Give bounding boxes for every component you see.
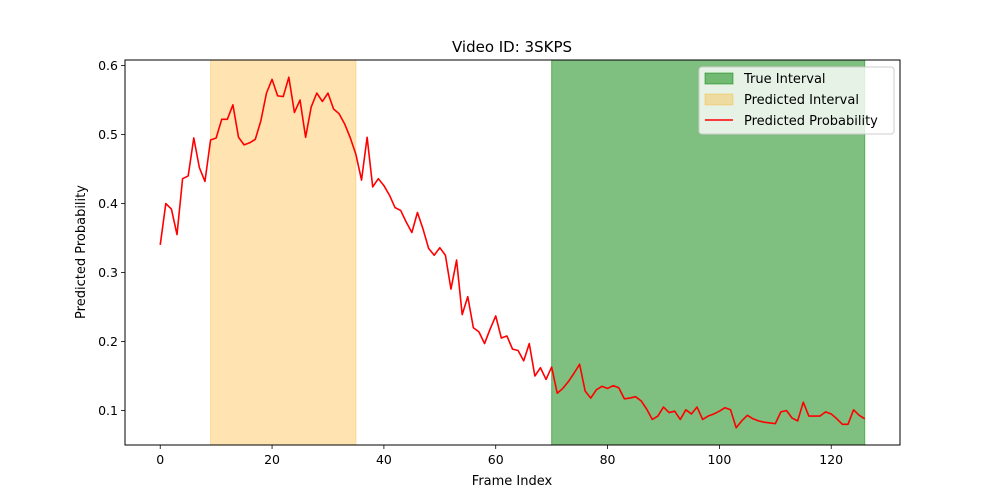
x-axis: 0 20 40 60 80 100 120 bbox=[156, 445, 843, 467]
y-tick-label: 0.6 bbox=[98, 58, 118, 73]
y-tick-label: 0.1 bbox=[98, 403, 118, 418]
y-tick-label: 0.2 bbox=[98, 334, 118, 349]
legend-swatch-true-interval bbox=[704, 72, 734, 85]
x-tick-label: 120 bbox=[819, 452, 843, 467]
series-line-predicted-probability bbox=[159, 76, 866, 429]
y-axis: 0.1 0.2 0.3 0.4 0.5 0.6 bbox=[98, 58, 125, 418]
predicted-interval-band bbox=[210, 59, 357, 446]
y-tick-label: 0.4 bbox=[98, 196, 118, 211]
x-tick-label: 80 bbox=[600, 452, 616, 467]
x-tick-label: 0 bbox=[156, 452, 164, 467]
y-tick-label: 0.5 bbox=[98, 127, 118, 142]
legend-box bbox=[698, 66, 895, 135]
legend-label-true-interval: True Interval bbox=[743, 72, 826, 87]
x-tick-label: 60 bbox=[488, 452, 504, 467]
y-axis-title: Predicted Probability bbox=[74, 185, 89, 319]
legend: True Interval Predicted Interval Predict… bbox=[698, 66, 895, 135]
x-tick-label: 40 bbox=[376, 452, 392, 467]
legend-label-predicted-interval: Predicted Interval bbox=[744, 93, 859, 108]
y-tick-label: 0.3 bbox=[98, 265, 118, 280]
legend-swatch-predicted-interval bbox=[704, 93, 734, 106]
x-axis-title: Frame Index bbox=[472, 474, 553, 489]
x-tick-label: 100 bbox=[707, 452, 731, 467]
x-tick-label: 20 bbox=[264, 452, 280, 467]
legend-label-predicted-probability: Predicted Probability bbox=[744, 114, 878, 129]
axes-frame bbox=[124, 59, 901, 446]
chart-title: Video ID: 3SKPS bbox=[452, 38, 572, 56]
